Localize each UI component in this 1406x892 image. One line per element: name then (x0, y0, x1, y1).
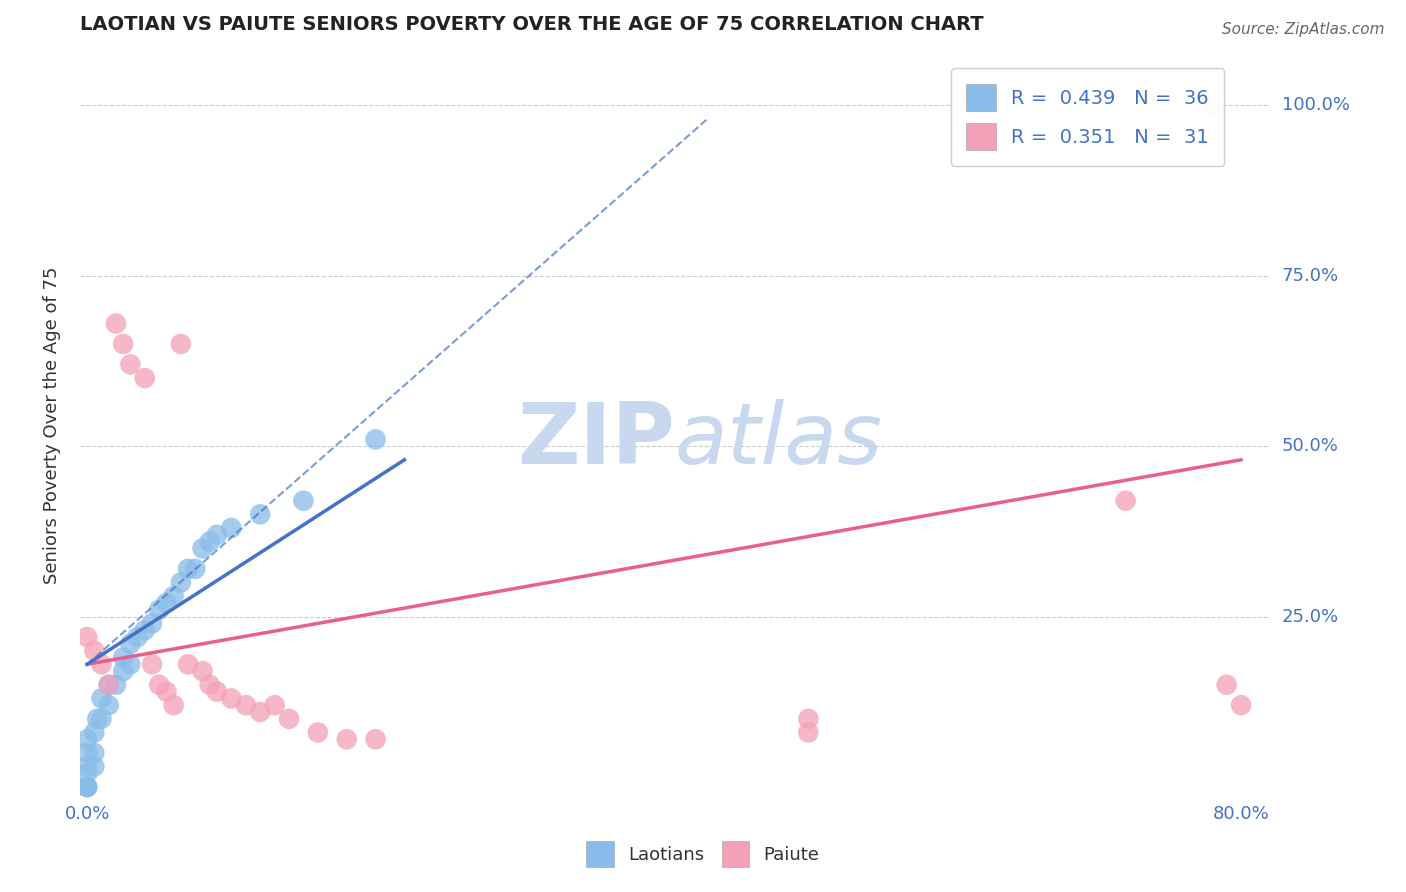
Point (364, 433, 387, 447)
Point (162, 589, 184, 603)
Point (184, 562, 207, 576)
Point (148, 603, 170, 617)
Point (83, 746, 105, 760)
Point (120, 637, 142, 651)
Point (76, 630, 98, 644)
Point (120, 357, 142, 371)
Point (1115, 493, 1137, 508)
Point (104, 678, 127, 692)
Point (1230, 698, 1253, 713)
Point (148, 678, 170, 692)
Text: Source: ZipAtlas.com: Source: ZipAtlas.com (1222, 22, 1385, 37)
Point (191, 541, 214, 556)
Point (76, 780, 98, 794)
Point (127, 630, 149, 644)
Point (112, 337, 135, 351)
Point (97, 698, 120, 713)
Point (170, 575, 193, 590)
Point (797, 712, 820, 726)
Point (141, 657, 163, 672)
Point (97, 678, 120, 692)
Point (364, 732, 387, 747)
Point (292, 493, 315, 508)
Point (1201, 98, 1223, 112)
Point (177, 562, 200, 576)
Text: ZIP: ZIP (517, 400, 675, 483)
Point (198, 534, 221, 549)
Point (205, 684, 228, 698)
Point (90, 657, 112, 672)
Point (307, 725, 329, 739)
Legend: R =  0.439   N =  36, R =  0.351   N =  31: R = 0.439 N = 36, R = 0.351 N = 31 (950, 68, 1225, 166)
Point (198, 678, 221, 692)
Point (120, 657, 142, 672)
Text: LAOTIAN VS PAIUTE SENIORS POVERTY OVER THE AGE OF 75 CORRELATION CHART: LAOTIAN VS PAIUTE SENIORS POVERTY OVER T… (80, 15, 983, 34)
Point (83, 725, 105, 739)
Point (177, 657, 200, 672)
Point (155, 596, 177, 610)
Point (134, 624, 156, 638)
Point (104, 317, 127, 331)
Point (221, 691, 243, 706)
Y-axis label: Seniors Poverty Over the Age of 75: Seniors Poverty Over the Age of 75 (44, 267, 60, 584)
Point (76, 732, 98, 747)
Point (90, 712, 112, 726)
Point (76, 780, 98, 794)
Point (90, 691, 112, 706)
Point (76, 746, 98, 760)
Point (191, 664, 214, 678)
Point (336, 732, 359, 747)
Point (235, 698, 257, 713)
Point (76, 780, 98, 794)
Point (112, 664, 135, 678)
Text: 50.0%: 50.0% (1282, 437, 1339, 455)
Point (249, 508, 271, 522)
Point (83, 643, 105, 657)
Point (83, 759, 105, 773)
Text: 75.0%: 75.0% (1282, 267, 1339, 285)
Point (221, 521, 243, 535)
Point (278, 712, 301, 726)
Point (141, 616, 163, 631)
Point (134, 371, 156, 385)
Point (1215, 678, 1237, 692)
Point (155, 684, 177, 698)
Point (205, 528, 228, 542)
Point (76, 759, 98, 773)
Point (76, 766, 98, 780)
Legend: Laotians, Paiute: Laotians, Paiute (579, 834, 827, 874)
Point (86, 712, 108, 726)
Point (162, 698, 184, 713)
Point (263, 698, 285, 713)
Point (249, 705, 271, 719)
Text: 100.0%: 100.0% (1282, 96, 1350, 114)
Point (112, 650, 135, 665)
Point (797, 725, 820, 739)
Point (170, 337, 193, 351)
Text: atlas: atlas (675, 400, 883, 483)
Text: 25.0%: 25.0% (1282, 607, 1339, 625)
Point (97, 678, 120, 692)
